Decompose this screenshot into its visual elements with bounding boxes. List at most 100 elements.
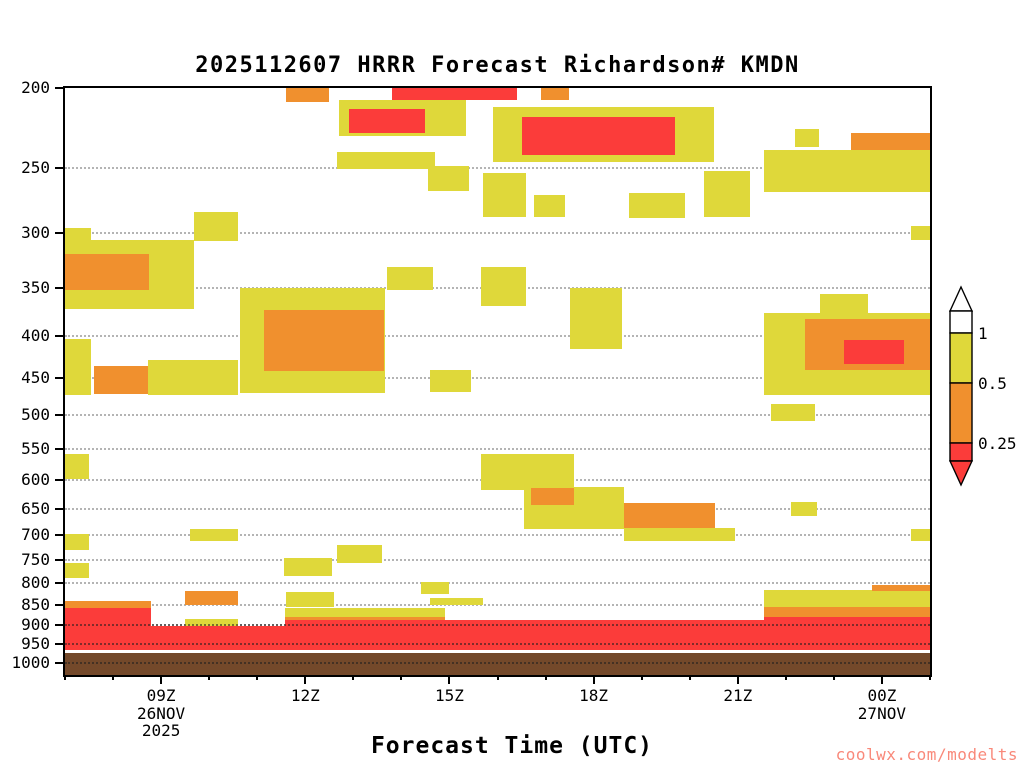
pressure-gridline bbox=[65, 448, 930, 451]
cell-orange bbox=[540, 88, 570, 101]
plot-area bbox=[63, 86, 932, 677]
cell-yellow bbox=[65, 534, 89, 551]
cell-yellow bbox=[770, 404, 815, 421]
cell-white_line bbox=[65, 650, 930, 654]
y-axis-tick bbox=[55, 582, 64, 584]
cell-yellow bbox=[430, 597, 484, 606]
y-tick-label: 300 bbox=[21, 222, 50, 242]
cell-orange bbox=[93, 366, 148, 394]
x-axis-tick bbox=[304, 675, 307, 684]
x-axis-tick bbox=[880, 675, 883, 684]
cell-red bbox=[348, 108, 426, 134]
cell-yellow bbox=[533, 195, 565, 217]
y-tick-label: 400 bbox=[21, 325, 50, 345]
x-tick-label: 00Z bbox=[867, 686, 897, 705]
pressure-gridline bbox=[65, 534, 930, 537]
y-tick-label: 250 bbox=[21, 157, 50, 177]
cell-yellow bbox=[189, 529, 238, 542]
cell-yellow bbox=[284, 608, 445, 617]
cell-yellow bbox=[629, 192, 685, 219]
x-date-label: 27NOV bbox=[857, 704, 906, 723]
cell-orange bbox=[284, 617, 445, 621]
y-tick-label: 600 bbox=[21, 470, 50, 490]
y-tick-label: 750 bbox=[21, 550, 50, 569]
y-tick-label: 550 bbox=[21, 439, 50, 459]
y-axis-tick bbox=[55, 479, 64, 482]
x-axis-minor-tick bbox=[784, 675, 787, 680]
cell-orange bbox=[65, 600, 151, 609]
y-tick-label: 500 bbox=[21, 405, 50, 425]
pressure-gridline bbox=[65, 558, 930, 561]
cell-yellow bbox=[481, 454, 575, 491]
cell-red bbox=[65, 608, 151, 650]
colorbar-label: 1 bbox=[978, 324, 988, 343]
y-tick-label: 700 bbox=[21, 525, 50, 545]
cell-yellow bbox=[910, 529, 930, 542]
y-tick-label: 450 bbox=[21, 367, 50, 387]
y-axis-tick bbox=[55, 661, 64, 664]
x-date-label: 26NOV bbox=[137, 704, 186, 723]
cell-yellow bbox=[764, 589, 930, 607]
colorbar-top-arrow bbox=[948, 285, 974, 312]
pressure-gridline bbox=[65, 231, 930, 234]
cell-yellow bbox=[623, 528, 736, 542]
y-axis-tick bbox=[55, 643, 64, 646]
pressure-gridline-overlay bbox=[65, 624, 930, 627]
cell-yellow bbox=[337, 545, 383, 564]
colorbar-bottom-arrow bbox=[948, 460, 974, 487]
y-axis-tick bbox=[55, 231, 64, 234]
pressure-gridline bbox=[65, 582, 930, 585]
colorbar-segment-yellow bbox=[949, 332, 973, 384]
cell-red bbox=[843, 340, 904, 364]
cell-yellow bbox=[286, 591, 335, 607]
chart-title: 2025112607 HRRR Forecast Richardson# KMD… bbox=[195, 53, 800, 78]
x-axis-minor-tick bbox=[64, 675, 66, 680]
colorbar-segment-orange bbox=[949, 382, 973, 444]
x-axis-minor-tick bbox=[256, 675, 259, 680]
pressure-gridline bbox=[65, 376, 930, 379]
y-axis-tick bbox=[55, 286, 64, 289]
y-axis-tick bbox=[55, 559, 64, 561]
y-tick-label: 800 bbox=[21, 573, 50, 592]
x-axis-minor-tick bbox=[112, 675, 115, 680]
cell-orange bbox=[872, 585, 930, 591]
x-axis-minor-tick bbox=[208, 675, 211, 680]
y-axis-tick bbox=[55, 603, 64, 606]
cell-orange bbox=[286, 88, 330, 102]
y-tick-label: 850 bbox=[21, 594, 50, 614]
cell-yellow bbox=[337, 151, 435, 170]
pressure-gridline bbox=[65, 414, 930, 417]
x-axis-minor-tick bbox=[688, 675, 691, 680]
pressure-gridline bbox=[65, 334, 930, 337]
cell-red bbox=[391, 88, 517, 101]
x-tick-label: 18Z bbox=[579, 686, 609, 705]
cell-yellow bbox=[283, 557, 333, 577]
x-axis-tick bbox=[592, 675, 595, 684]
x-axis-tick bbox=[160, 675, 163, 684]
watermark: coolwx.com/modelts bbox=[835, 745, 1018, 764]
cell-yellow bbox=[65, 228, 92, 243]
cell-yellow bbox=[193, 212, 238, 242]
cell-orange bbox=[65, 253, 150, 290]
y-axis-tick bbox=[55, 534, 64, 537]
y-axis-tick bbox=[55, 376, 64, 379]
x-year-label: 2025 bbox=[141, 721, 181, 740]
x-axis-minor-tick bbox=[496, 675, 499, 680]
cell-ground bbox=[65, 653, 930, 675]
cell-yellow bbox=[147, 359, 238, 395]
cell-orange bbox=[531, 488, 575, 506]
x-tick-label: 21Z bbox=[723, 686, 753, 705]
cell-yellow bbox=[420, 581, 450, 595]
x-axis-minor-tick bbox=[544, 675, 547, 680]
cell-red bbox=[150, 625, 285, 650]
y-tick-label: 350 bbox=[21, 277, 50, 297]
pressure-gridline bbox=[65, 507, 930, 510]
cell-yellow bbox=[387, 266, 433, 290]
y-axis-tick bbox=[55, 624, 64, 627]
cell-yellow bbox=[764, 150, 930, 193]
y-tick-label: 950 bbox=[21, 634, 50, 654]
x-axis-tick bbox=[448, 675, 451, 684]
x-axis-minor-tick bbox=[400, 675, 403, 680]
x-axis-minor-tick bbox=[352, 675, 355, 680]
